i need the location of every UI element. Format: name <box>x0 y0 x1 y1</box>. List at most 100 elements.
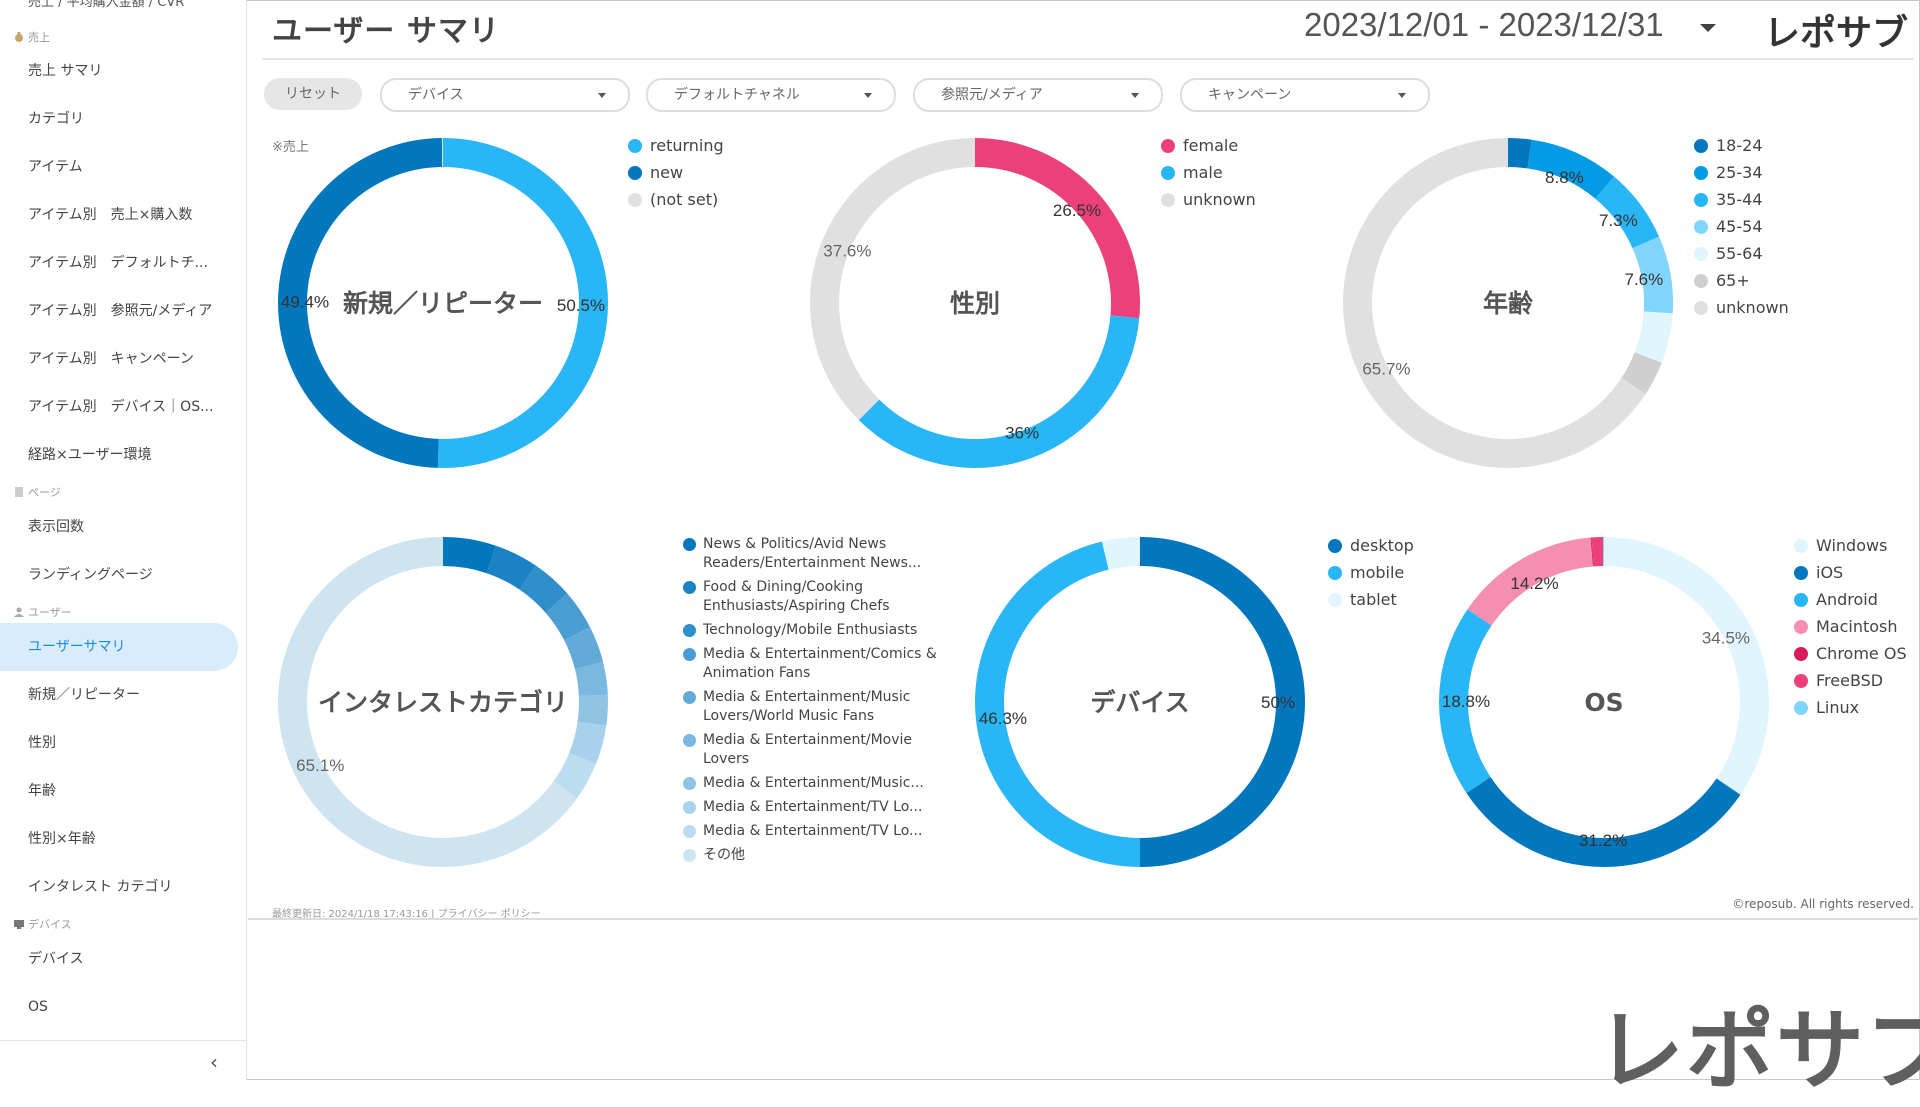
sidebar-item[interactable]: デバイス <box>28 951 84 967</box>
reset-button[interactable]: リセット <box>264 78 362 110</box>
legend-item[interactable]: News & Politics/Avid News Readers/Entert… <box>683 535 943 573</box>
sidebar-item[interactable]: 性別 <box>28 735 56 751</box>
legend-item[interactable]: unknown <box>1694 294 1789 321</box>
legend-item[interactable]: desktop <box>1328 532 1414 559</box>
legend-item[interactable]: male <box>1161 159 1256 186</box>
chart-slice[interactable] <box>1466 777 1741 867</box>
sidebar-item[interactable]: 経路×ユーザー環境 <box>28 447 152 463</box>
legend-item[interactable]: Media & Entertainment/Movie Lovers <box>683 731 943 769</box>
filter-device[interactable]: デバイス <box>380 78 630 112</box>
legend-item[interactable]: Media & Entertainment/Music... <box>683 774 943 793</box>
chart-slice[interactable] <box>1602 537 1604 567</box>
sidebar-item[interactable]: アイテム別 デフォルトチ... <box>28 255 208 271</box>
chart-slice[interactable] <box>1508 138 1532 169</box>
legend-item[interactable]: Chrome OS <box>1794 640 1907 667</box>
legend-item[interactable]: FreeBSD <box>1794 667 1907 694</box>
legend-item[interactable]: 65+ <box>1694 267 1789 294</box>
sidebar-item[interactable]: 売上 サマリ <box>28 63 103 79</box>
chart-slice[interactable] <box>569 721 607 764</box>
filter-default-channel[interactable]: デフォルトチャネル <box>646 78 896 112</box>
donut-chart-gender[interactable]: 26.5% 36% 37.6% 性別 <box>808 136 1142 470</box>
legend-item[interactable]: Android <box>1794 586 1907 613</box>
donut-chart-os[interactable]: 34.5% 31.2% 18.8% 14.2% OS <box>1437 535 1771 869</box>
legend-item[interactable]: Linux <box>1794 694 1907 721</box>
donut-chart-device[interactable]: 50% 46.3% デバイス <box>973 535 1307 869</box>
sidebar-item[interactable]: カテゴリ <box>28 111 84 127</box>
legend-item[interactable]: Windows <box>1794 532 1907 559</box>
chart-slice[interactable] <box>810 138 975 421</box>
sidebar-item[interactable]: 表示回数 <box>28 519 84 535</box>
legend-item[interactable]: 25-34 <box>1694 159 1789 186</box>
chart-slice[interactable] <box>1604 537 1769 795</box>
chart-slice[interactable] <box>975 138 1140 319</box>
filter-campaign[interactable]: キャンペーン <box>1180 78 1430 112</box>
legend-item[interactable]: mobile <box>1328 559 1414 586</box>
sidebar-item[interactable]: 年齢 <box>28 783 56 799</box>
legend-item[interactable]: new <box>628 159 724 186</box>
legend-item[interactable]: 18-24 <box>1694 132 1789 159</box>
chart-slice[interactable] <box>974 541 1140 867</box>
sidebar-item[interactable]: ランディングページ <box>28 567 153 583</box>
donut-chart-new-returning[interactable]: 50.5% 49.4% 新規／リピーター <box>276 136 610 470</box>
sidebar-item[interactable]: 新規／リピーター <box>28 687 140 703</box>
donut-chart-age[interactable]: 8.8% 7.3% 7.6% 65.7% 年齢 <box>1341 136 1675 470</box>
chart-slice[interactable] <box>1632 236 1673 314</box>
chart-slice[interactable] <box>437 138 609 469</box>
legend-item[interactable]: Media & Entertainment/TV Lo... <box>683 822 943 841</box>
sidebar-item[interactable]: OS <box>28 999 48 1015</box>
chart-slice[interactable] <box>577 694 608 726</box>
legend-item[interactable]: tablet <box>1328 586 1414 613</box>
chart-slice[interactable] <box>858 315 1140 468</box>
chart-slice[interactable] <box>1591 537 1604 567</box>
sidebar-item[interactable]: アイテム <box>28 159 83 175</box>
legend-item[interactable]: Technology/Mobile Enthusiasts <box>683 621 943 640</box>
sidebar-item-user-summary[interactable]: ユーザーサマリ <box>0 623 238 671</box>
sidebar-item[interactable]: 性別×年齢 <box>28 831 96 847</box>
date-range-picker[interactable]: 2023/12/01 - 2023/12/31 <box>1304 6 1664 43</box>
legend-item[interactable]: Media & Entertainment/Comics & Animation… <box>683 645 943 683</box>
sidebar-item[interactable]: インタレスト カテゴリ <box>28 879 173 895</box>
chart-slice[interactable] <box>1140 537 1306 867</box>
legend-item[interactable]: 55-64 <box>1694 240 1789 267</box>
chart-slice[interactable] <box>1439 609 1492 794</box>
chart-slice[interactable] <box>553 752 597 799</box>
sidebar-item[interactable]: アイテム別 参照元/メディア <box>28 303 213 319</box>
chart-slice[interactable] <box>1467 537 1593 626</box>
chart-slice[interactable] <box>486 545 536 590</box>
chart-slice[interactable] <box>1595 176 1660 249</box>
sidebar-item-cut[interactable]: 売上 / 平均購入金額 / CVR <box>28 0 185 10</box>
chart-slice[interactable] <box>278 138 443 468</box>
chart-slice[interactable] <box>1634 311 1673 363</box>
chart-slice[interactable] <box>1590 537 1594 567</box>
legend-item[interactable]: female <box>1161 132 1256 159</box>
donut-chart-interest-category[interactable]: 65.1% インタレストカテゴリ <box>276 535 610 869</box>
filter-source-medium[interactable]: 参照元/メディア <box>913 78 1163 112</box>
legend-item[interactable]: 45-54 <box>1694 213 1789 240</box>
legend-item[interactable]: Media & Entertainment/TV Lo... <box>683 798 943 817</box>
chart-slice[interactable] <box>1101 537 1140 570</box>
collapse-sidebar-icon[interactable]: ‹ <box>210 1050 218 1074</box>
legend-item[interactable]: その他 <box>683 846 943 865</box>
legend-item[interactable]: returning <box>628 132 724 159</box>
chart-slice[interactable] <box>545 593 591 641</box>
legend-item[interactable]: Macintosh <box>1794 613 1907 640</box>
chart-slice[interactable] <box>1527 139 1614 199</box>
legend-item[interactable]: 35-44 <box>1694 186 1789 213</box>
chart-slice[interactable] <box>441 138 443 168</box>
chart-slice[interactable] <box>1621 352 1662 395</box>
sidebar-item[interactable]: アイテム別 デバイス｜OS... <box>28 399 214 415</box>
legend-item[interactable]: Media & Entertainment/Music Lovers/World… <box>683 688 943 726</box>
chart-slice[interactable] <box>574 661 608 697</box>
sidebar-item[interactable]: アイテム別 売上×購入数 <box>28 207 193 223</box>
sidebar-item[interactable]: アイテム別 キャンペーン <box>28 351 194 367</box>
legend-item[interactable]: unknown <box>1161 186 1256 213</box>
chart-slice[interactable] <box>443 537 496 574</box>
chevron-down-icon[interactable] <box>1700 24 1716 32</box>
legend-item[interactable]: (not set) <box>628 186 724 213</box>
chart-slice[interactable] <box>519 565 568 613</box>
legend-item[interactable]: Food & Dining/Cooking Enthusiasts/Aspiri… <box>683 578 943 616</box>
chart-slice[interactable] <box>564 627 604 669</box>
chart-data-label: 65.7% <box>1362 359 1410 378</box>
privacy-policy-link[interactable]: プライバシー ポリシー <box>437 909 541 920</box>
legend-item[interactable]: iOS <box>1794 559 1907 586</box>
